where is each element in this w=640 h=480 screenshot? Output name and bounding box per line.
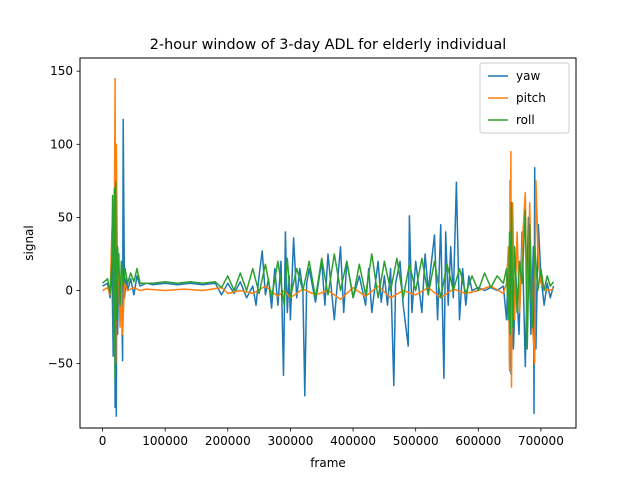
x-tick-label: 200000 xyxy=(205,434,251,448)
y-tick-label: 0 xyxy=(65,284,73,298)
x-tick-label: 700000 xyxy=(518,434,564,448)
y-axis-label: signal xyxy=(22,225,36,261)
y-tick-label: 150 xyxy=(50,64,73,78)
x-tick-label: 300000 xyxy=(268,434,314,448)
y-tick-label: 50 xyxy=(58,210,73,224)
legend-label-pitch: pitch xyxy=(516,91,546,105)
x-tick-label: 100000 xyxy=(142,434,188,448)
series-line-yaw xyxy=(102,118,555,418)
legend-label-roll: roll xyxy=(516,113,535,127)
x-axis-label: frame xyxy=(310,456,346,470)
x-axis-ticks: 0 100000 200000 300000 400000 500000 600000 700… xyxy=(99,428,564,448)
x-tick-label: 400000 xyxy=(330,434,376,448)
y-axis-ticks: −50 0 50 100 150 xyxy=(48,64,80,371)
x-tick-label: 600000 xyxy=(455,434,501,448)
series-line-pitch xyxy=(102,77,554,388)
x-tick-label: 0 xyxy=(99,434,107,448)
legend-label-yaw: yaw xyxy=(516,69,540,83)
legend: yaw pitch roll xyxy=(479,62,570,134)
legend-box xyxy=(479,62,570,134)
chart-title: 2-hour window of 3-day ADL for elderly i… xyxy=(150,37,506,53)
x-tick-label: 500000 xyxy=(393,434,439,448)
y-tick-label: −50 xyxy=(48,357,73,371)
series-line-roll xyxy=(102,181,555,380)
plot-area-frame xyxy=(79,57,577,429)
y-tick-label: 100 xyxy=(50,137,73,151)
series-lines xyxy=(102,77,555,418)
